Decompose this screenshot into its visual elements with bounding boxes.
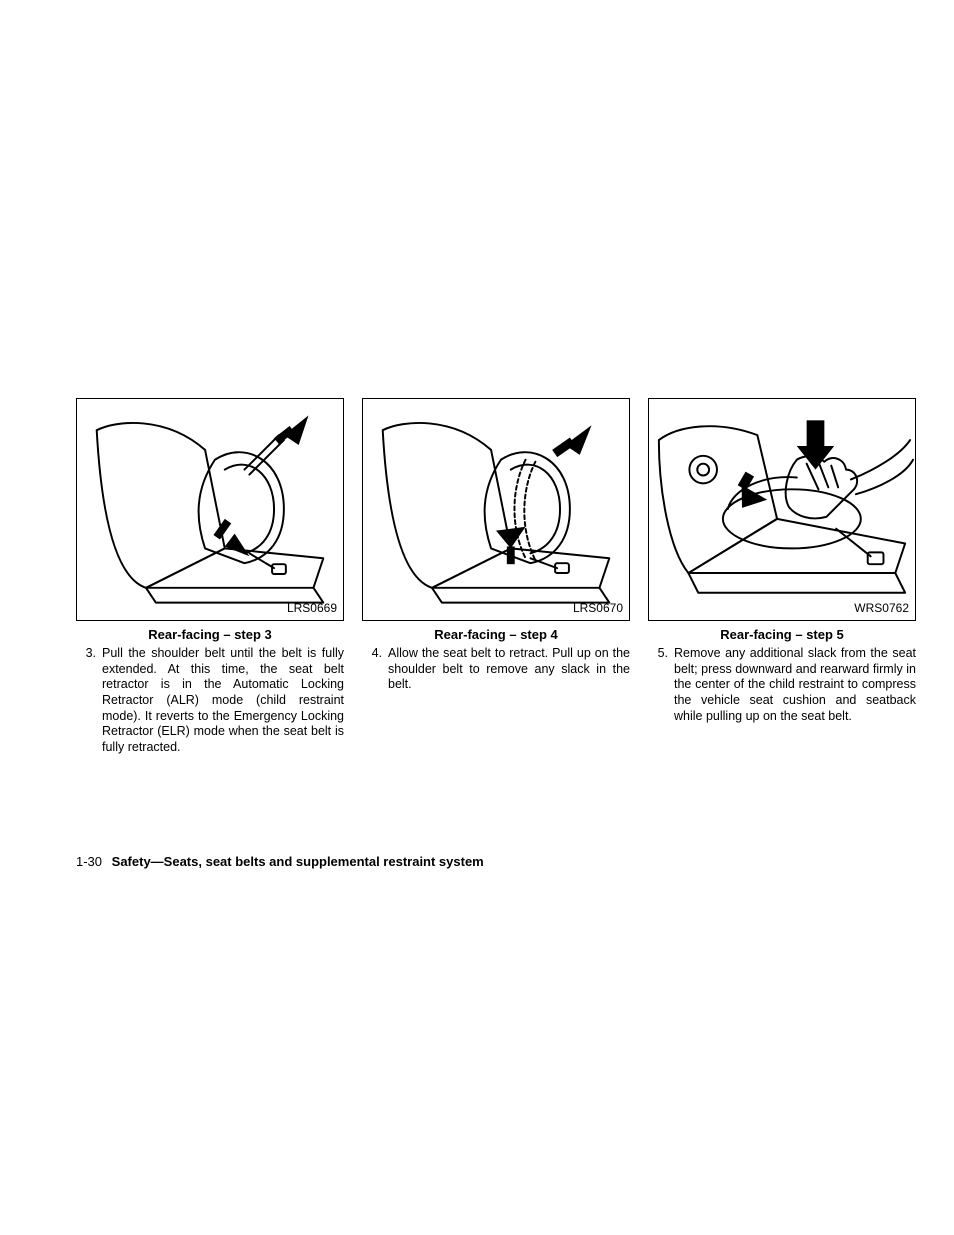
step-number: 4. [362, 646, 388, 693]
step-number: 3. [76, 646, 102, 755]
step-text: Allow the seat belt to retract. Pull up … [388, 646, 630, 693]
step-number: 5. [648, 646, 674, 724]
step-item: 3. Pull the shoulder belt until the belt… [76, 646, 344, 755]
page-footer: 1-30 Safety—Seats, seat belts and supple… [76, 854, 484, 869]
column-step-4: LRS0670 Rear-facing – step 4 4. Allow th… [362, 398, 630, 755]
content-row: LRS0669 Rear-facing – step 3 3. Pull the… [76, 398, 916, 755]
figure-box-step-5: WRS0762 [648, 398, 916, 621]
illustration-step-3 [77, 399, 343, 620]
illustration-step-4 [363, 399, 629, 620]
figure-code: LRS0670 [573, 601, 623, 615]
column-step-3: LRS0669 Rear-facing – step 3 3. Pull the… [76, 398, 344, 755]
figure-code: WRS0762 [854, 601, 909, 615]
figure-box-step-3: LRS0669 [76, 398, 344, 621]
column-step-5: WRS0762 Rear-facing – step 5 5. Remove a… [648, 398, 916, 755]
figure-code: LRS0669 [287, 601, 337, 615]
figure-box-step-4: LRS0670 [362, 398, 630, 621]
step-text: Remove any additional slack from the sea… [674, 646, 916, 724]
manual-page: LRS0669 Rear-facing – step 3 3. Pull the… [0, 0, 954, 1235]
step-item: 5. Remove any additional slack from the … [648, 646, 916, 724]
figure-caption: Rear-facing – step 4 [362, 627, 630, 642]
step-item: 4. Allow the seat belt to retract. Pull … [362, 646, 630, 693]
section-title: Safety—Seats, seat belts and supplementa… [112, 854, 484, 869]
step-text: Pull the shoulder belt until the belt is… [102, 646, 344, 755]
figure-caption: Rear-facing – step 5 [648, 627, 916, 642]
illustration-step-5 [649, 399, 915, 620]
page-number: 1-30 [76, 854, 102, 869]
figure-caption: Rear-facing – step 3 [76, 627, 344, 642]
